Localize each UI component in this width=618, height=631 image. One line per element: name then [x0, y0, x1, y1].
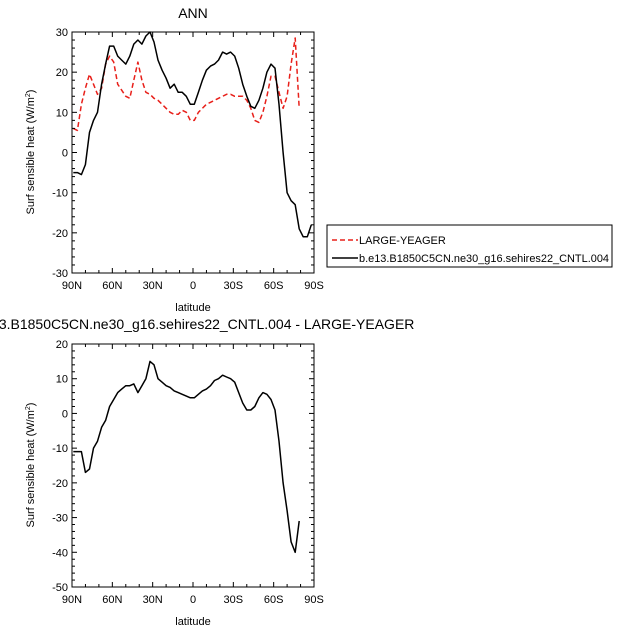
- legend-entry-large-yeager: LARGE-YEAGER: [359, 235, 446, 247]
- chart-ann: ANN 90N 60N 30N 0 30S 60S 90S-30-20-100102030 …: [25, 5, 324, 314]
- y-tick-label: -10: [52, 188, 68, 200]
- y-tick-label: -20: [52, 228, 68, 240]
- x-axis-label: latitude: [175, 616, 210, 628]
- y-tick-label: 20: [56, 339, 68, 351]
- y-axis-label: Surf sensible heat (W/m2): [25, 90, 37, 215]
- x-tick-label: 0: [190, 594, 196, 606]
- series-layer: [72, 31, 313, 238]
- y-axis-label-sup: 2: [25, 93, 32, 97]
- x-tick-label: 60S: [264, 594, 284, 606]
- y-tick-label: 0: [62, 148, 68, 160]
- chart-title: b.e13.B1850C5CN.ne30_g16.sehires22_CNTL.…: [0, 316, 414, 332]
- y-axis-label-base: Surf sensible heat (W/m: [25, 97, 37, 214]
- chart-title: ANN: [178, 5, 208, 21]
- y-tick-label: -30: [52, 268, 68, 280]
- y-axis-label-sup: 2: [25, 406, 32, 410]
- x-tick-label: 30N: [143, 594, 163, 606]
- series-line-1: [73, 31, 313, 238]
- legend-box: [326, 224, 613, 268]
- series-line-0: [73, 360, 300, 554]
- plot-frame: [71, 31, 315, 274]
- y-tick-label: -30: [52, 513, 68, 525]
- series-line-0: [72, 37, 300, 132]
- tick-layer: 90N 60N 30N 0 30S 60S 90S -30 -20 -10 0 10 20 30: [52, 27, 324, 292]
- y-axis-label-base: Surf sensible heat (W/m: [25, 410, 37, 527]
- x-tick-label: 30S: [224, 280, 244, 292]
- y-axis-label-end: ): [25, 90, 37, 94]
- x-tick-label: 30N: [143, 280, 163, 292]
- y-tick-label: -20: [52, 478, 68, 490]
- chart-difference: b.e13.B1850C5CN.ne30_g16.sehires22_CNTL.…: [0, 316, 414, 628]
- legend-entry-cntl: b.e13.B1850C5CN.ne30_g16.sehires22_CNTL.…: [359, 253, 609, 265]
- x-tick-label: 90N: [62, 594, 82, 606]
- plot-frame: [71, 343, 315, 588]
- y-tick-label: 0: [62, 408, 68, 420]
- y-tick-label: -10: [52, 443, 68, 455]
- legend: LARGE-YEAGER b.e13.B1850C5CN.ne30_g16.se…: [326, 224, 613, 268]
- x-tick-label: 90S: [304, 280, 324, 292]
- y-axis-label: Surf sensible heat (W/m2): [25, 403, 37, 528]
- x-tick-label: 60N: [102, 594, 122, 606]
- y-axis-label-end: ): [25, 403, 37, 407]
- x-tick-label: 60N: [102, 280, 122, 292]
- y-tick-label: 20: [56, 67, 68, 79]
- tick-layer: 90N 60N 30N 0 30S 60S 90S -50 -40 -30 -20 -10 0 10 20: [52, 339, 324, 606]
- y-tick-label: 30: [56, 27, 68, 39]
- x-tick-label: 60S: [264, 280, 284, 292]
- x-tick-label: 0: [190, 280, 196, 292]
- series-layer: [73, 360, 300, 554]
- y-tick-label: 10: [56, 374, 68, 386]
- x-axis-label: latitude: [175, 302, 210, 314]
- y-tick-label: -40: [52, 547, 68, 559]
- x-tick-label: 90S: [304, 594, 324, 606]
- y-tick-label: 10: [56, 107, 68, 119]
- y-tick-label: -50: [52, 582, 68, 594]
- x-tick-label: 90N: [62, 280, 82, 292]
- x-tick-label: 30S: [224, 594, 244, 606]
